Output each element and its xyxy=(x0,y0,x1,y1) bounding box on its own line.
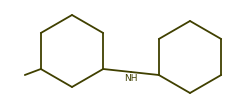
Text: NH: NH xyxy=(124,74,138,83)
